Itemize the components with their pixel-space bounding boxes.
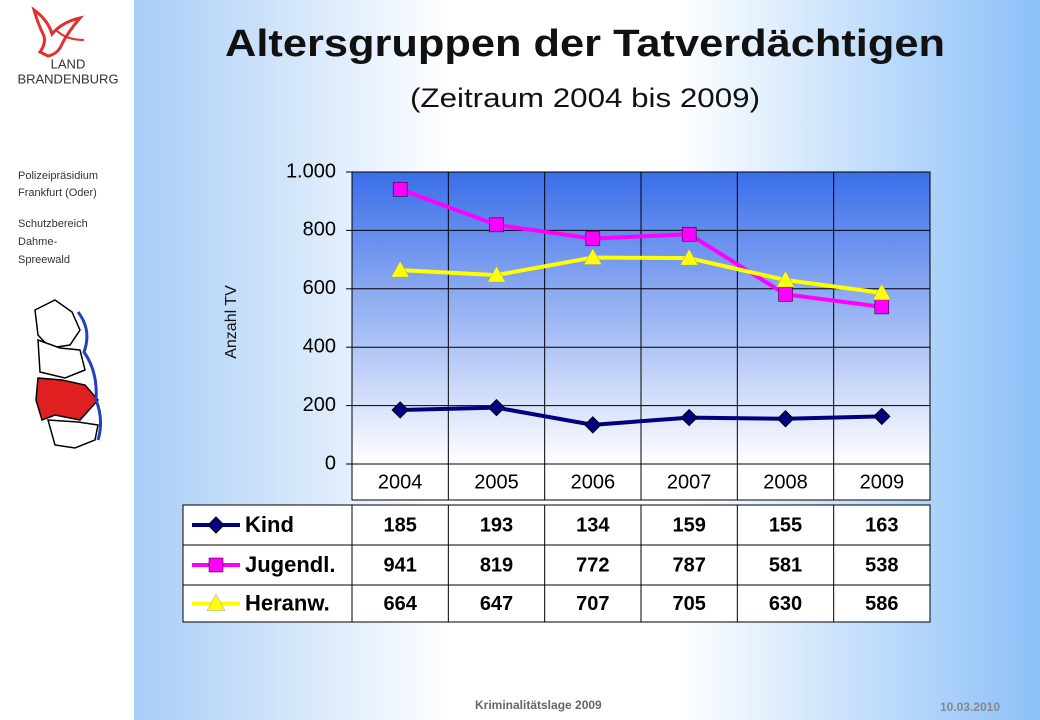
y-axis-label: Anzahl TV <box>223 285 240 359</box>
table-value: 193 <box>480 514 513 536</box>
y-tick-label: 1.000 <box>286 160 336 182</box>
data-point <box>391 401 409 419</box>
logo-text: LAND <box>51 56 86 71</box>
x-tick-label: 2009 <box>860 471 905 493</box>
y-tick-label: 600 <box>303 277 336 299</box>
y-tick-label: 800 <box>303 219 336 241</box>
chart-title: Altersgruppen der Tatverdächtigen <box>225 23 945 65</box>
legend-marker <box>207 516 225 534</box>
table-value: 941 <box>383 554 416 576</box>
data-point <box>776 410 795 428</box>
data-point <box>583 248 603 265</box>
x-tick-label: 2004 <box>378 471 423 493</box>
footer-left: Kriminalitätslage 2009 <box>475 698 602 712</box>
table-body <box>182 504 931 623</box>
unit-text: Spreewald <box>18 254 70 266</box>
table-value: 705 <box>672 593 705 615</box>
logo <box>31 6 85 58</box>
series-line <box>399 187 883 309</box>
table-value: 707 <box>576 593 609 615</box>
legend-label: Heranw. <box>245 590 330 615</box>
x-tick-label: 2007 <box>667 471 712 493</box>
data-point <box>776 270 795 288</box>
y-tick-label: 200 <box>303 394 336 416</box>
table-value: 155 <box>769 514 802 536</box>
data-point <box>585 231 601 246</box>
table-value: 630 <box>769 593 802 615</box>
footer-right: 10.03.2010 <box>940 700 1000 714</box>
unit-text: Schutzbereich <box>18 218 88 230</box>
data-point <box>778 287 793 302</box>
data-point <box>390 260 410 278</box>
table-value: 664 <box>383 593 417 615</box>
data-point <box>680 408 698 427</box>
table-value: 787 <box>672 554 705 576</box>
legend-label: Jugendl. <box>245 552 335 577</box>
table-value: 647 <box>480 593 513 615</box>
table-value: 185 <box>383 514 416 536</box>
data-point <box>873 407 891 426</box>
org-text: Polizeipräsidium <box>18 170 98 182</box>
x-tick-label: 2005 <box>474 471 519 493</box>
table-value: 159 <box>672 514 705 536</box>
data-point <box>681 226 697 242</box>
series-line <box>400 255 883 295</box>
data-point <box>584 416 602 434</box>
table-value: 581 <box>769 554 802 576</box>
y-tick-label: 400 <box>303 335 336 357</box>
table-value: 538 <box>865 554 898 576</box>
org-text: Frankfurt (Oder) <box>18 187 97 199</box>
y-tick-label: 0 <box>325 452 336 474</box>
legend-marker <box>206 593 226 611</box>
data-point <box>487 265 506 283</box>
table-value: 819 <box>480 554 513 576</box>
legend-label: Kind <box>245 512 294 537</box>
series-line <box>400 405 882 427</box>
data-point <box>679 248 699 266</box>
x-tick-label: 2006 <box>571 471 616 493</box>
logo-text: BRANDENBURG <box>17 71 118 86</box>
unit-text: Dahme- <box>18 236 57 248</box>
table-value: 586 <box>865 593 898 615</box>
data-point <box>392 181 408 197</box>
data-point <box>872 283 892 301</box>
table-value: 163 <box>865 514 898 536</box>
table-value: 772 <box>576 554 609 576</box>
table-value: 134 <box>576 514 610 536</box>
data-point <box>487 398 506 417</box>
legend-marker <box>208 557 224 573</box>
chart-subtitle: (Zeitraum 2004 bis 2009) <box>410 83 760 113</box>
x-tick-label: 2008 <box>763 471 808 493</box>
data-point <box>489 217 504 233</box>
district-map <box>34 299 103 449</box>
data-point <box>874 299 890 315</box>
